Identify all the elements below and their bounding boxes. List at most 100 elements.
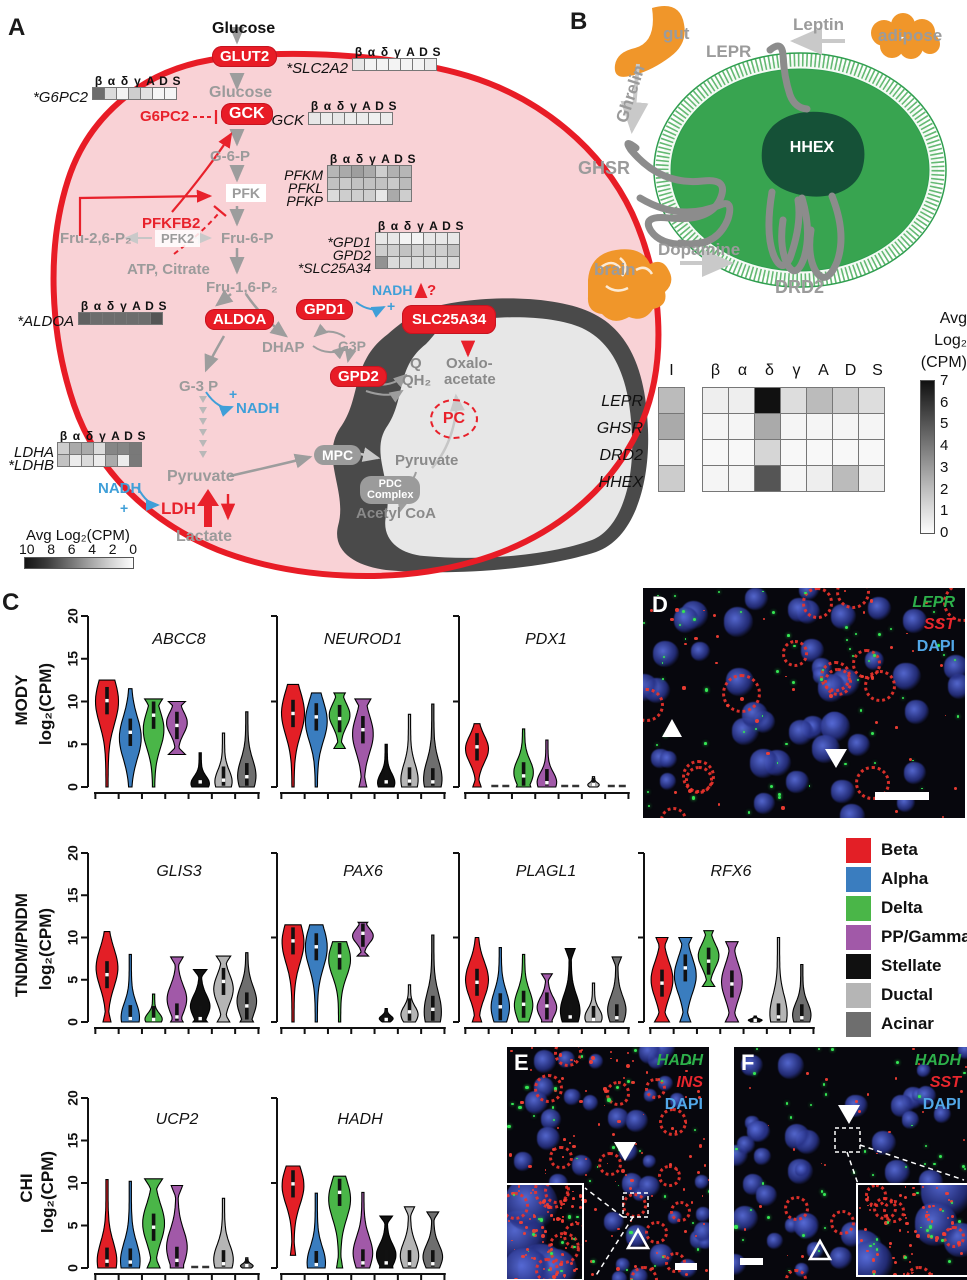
green-speck <box>822 1083 826 1086</box>
red-speck <box>590 1273 595 1277</box>
stain-ring <box>872 1196 897 1221</box>
colorbar-b-tick: 7 <box>940 372 949 389</box>
green-speck <box>801 1234 805 1238</box>
colorbar-b-tick: 0 <box>940 523 949 541</box>
violin-median-dot <box>105 1259 109 1263</box>
red-speck <box>894 1260 898 1264</box>
green-speck <box>591 1260 595 1264</box>
violin-stellate <box>190 752 210 788</box>
violin-iqr-box <box>384 1009 388 1021</box>
green-speck <box>820 1190 824 1193</box>
red-speck <box>562 1156 564 1158</box>
green-speck <box>573 1245 576 1249</box>
red-speck <box>945 1192 949 1196</box>
red-speck <box>552 1148 556 1152</box>
cell-nucleus <box>639 1175 660 1197</box>
x-axis <box>464 792 630 799</box>
heatmap-cell <box>658 465 685 492</box>
colorbar-b-tick: 4 <box>940 437 949 455</box>
red-speck <box>529 1068 533 1072</box>
green-speck <box>629 1230 633 1234</box>
red-speck <box>694 637 698 641</box>
red-speck <box>550 1242 554 1246</box>
red-speck <box>926 1234 931 1238</box>
green-speck <box>819 678 823 682</box>
green-speck <box>792 681 796 684</box>
green-speck <box>634 1048 638 1053</box>
red-speck <box>603 1104 606 1107</box>
green-speck <box>749 1208 752 1211</box>
red-speck <box>544 1172 547 1175</box>
stain-ring <box>855 765 890 801</box>
colorbar-b-gradient <box>920 380 935 534</box>
violin-alpha <box>119 1180 141 1269</box>
violin-median-dot <box>361 931 365 935</box>
cell-nucleus <box>571 1155 593 1176</box>
colorbar-a-tick: 0 <box>129 541 137 557</box>
colorbar-a-gradient <box>24 557 134 569</box>
green-speck <box>770 785 774 789</box>
pfk2-box: PFK2 <box>155 230 201 247</box>
green-speck <box>653 1264 656 1267</box>
red-speck <box>674 1130 678 1133</box>
brain-label: brain <box>594 260 636 279</box>
violin-median-dot <box>361 728 365 732</box>
colorbar-b-tick: 5 <box>940 415 949 433</box>
red-speck <box>755 718 760 723</box>
red-speck <box>581 1191 582 1194</box>
violin-median-dot <box>337 716 342 721</box>
violin-median-dot <box>660 981 664 985</box>
red-speck <box>960 1089 964 1094</box>
nadh-gpd1-label: NADH <box>372 282 413 298</box>
violin-median-dot <box>291 1182 295 1186</box>
stain-ring <box>851 649 881 679</box>
green-speck <box>873 761 876 764</box>
green-speck <box>551 1105 555 1109</box>
cell-nucleus <box>611 1271 628 1280</box>
red-speck <box>511 1239 513 1242</box>
red-speck <box>866 1093 870 1096</box>
red-speck <box>698 1144 703 1148</box>
violin-median-dot <box>800 1016 804 1020</box>
cell-nucleus <box>691 642 710 661</box>
red-speck <box>895 726 898 729</box>
green-speck <box>518 1105 522 1110</box>
red-speck <box>610 1057 612 1060</box>
lactate-label: Lactate <box>176 528 233 545</box>
red-speck <box>862 611 866 614</box>
violin-median-dot <box>545 781 549 785</box>
green-speck <box>877 633 881 637</box>
red-speck <box>872 1270 877 1274</box>
violin-iqr-box <box>175 1246 179 1267</box>
red-speck <box>555 1273 558 1276</box>
stain-ring <box>785 1268 807 1280</box>
cell-nucleus <box>872 1131 896 1155</box>
violin-iqr-box <box>198 768 202 786</box>
violin-iqr-box <box>615 1004 619 1021</box>
red-speck <box>891 1256 895 1260</box>
violin-ductal <box>769 936 788 1023</box>
violin-iqr-box <box>221 766 226 786</box>
green-speck <box>684 638 687 640</box>
red-speck <box>556 1217 561 1222</box>
green-speck <box>662 656 665 659</box>
stain-ring <box>830 1210 856 1236</box>
red-speck <box>544 1169 547 1171</box>
gene-title-plagl1: PLAGL1 <box>515 863 577 880</box>
arrowhead-down-filled <box>614 1142 636 1161</box>
red-speck <box>927 1204 931 1208</box>
red-speck <box>508 1153 513 1157</box>
green-speck <box>844 625 848 630</box>
cell-nucleus <box>534 1050 557 1073</box>
cell-nucleus <box>916 1086 937 1106</box>
red-speck <box>792 1148 796 1151</box>
red-speck <box>532 1229 536 1233</box>
red-speck <box>940 663 944 668</box>
red-speck <box>684 1230 687 1233</box>
red-speck <box>520 1101 523 1104</box>
y-tick-label: 5 <box>65 740 81 748</box>
violin-stellate <box>378 1007 394 1023</box>
red-speck <box>624 1173 628 1177</box>
stain-ring <box>664 1252 686 1274</box>
